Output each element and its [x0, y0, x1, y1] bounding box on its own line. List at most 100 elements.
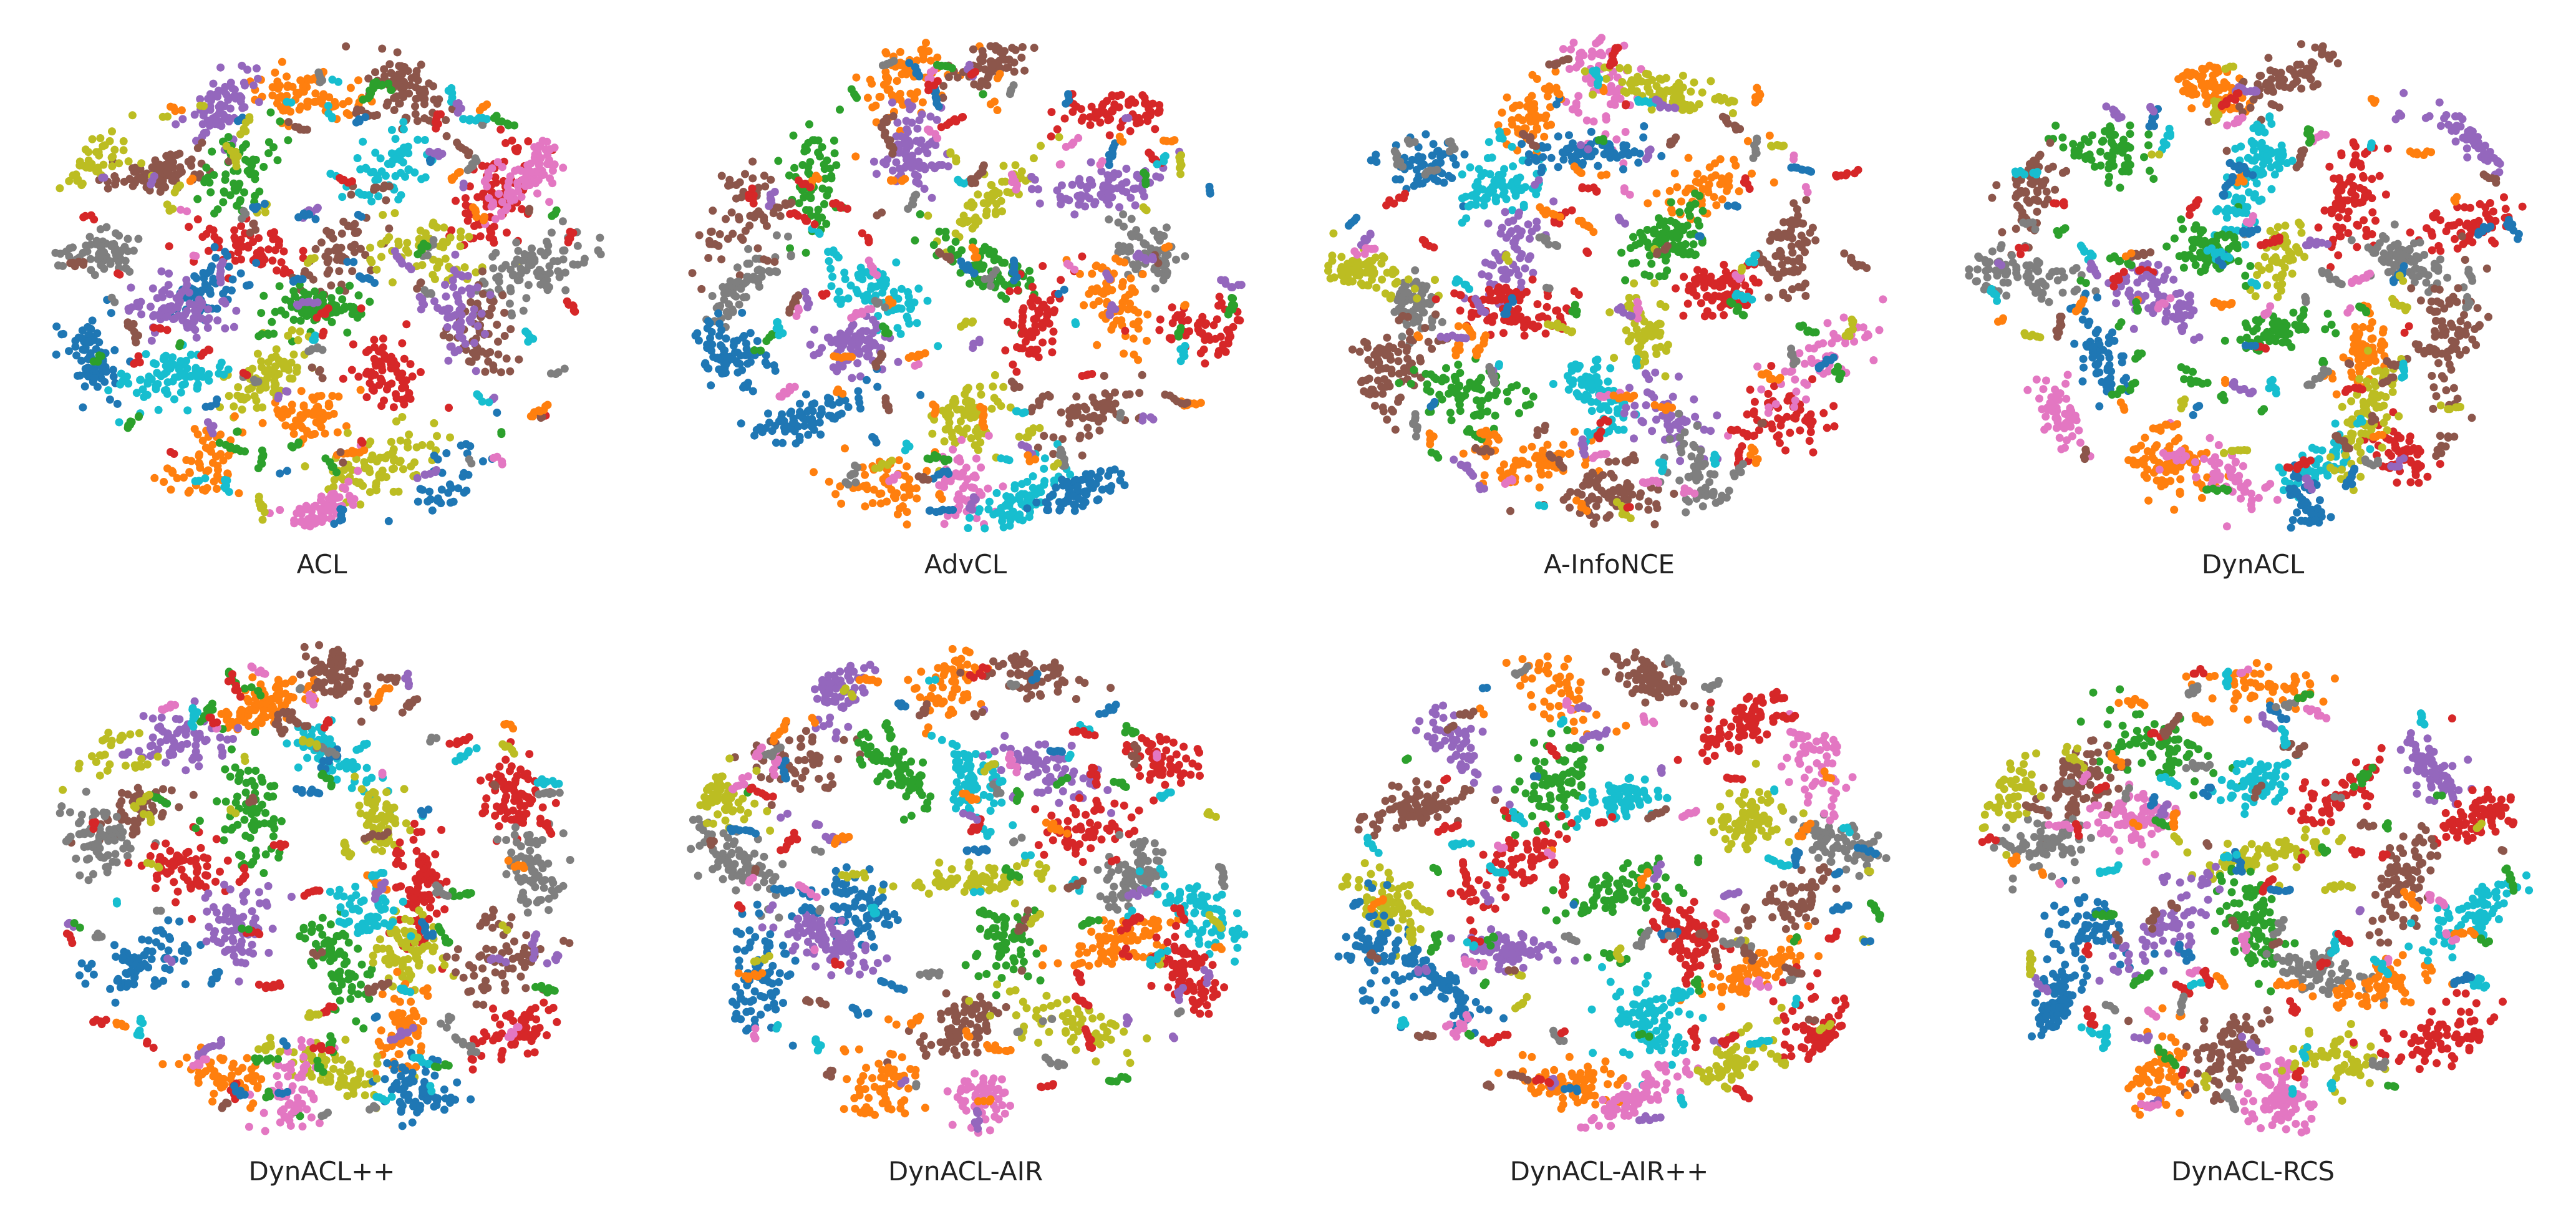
- data-point: [697, 284, 706, 293]
- data-point: [323, 270, 332, 278]
- data-point: [801, 288, 810, 296]
- data-point: [354, 210, 362, 219]
- data-point: [810, 220, 819, 229]
- data-point: [195, 452, 203, 460]
- data-point: [100, 377, 109, 386]
- data-point: [1632, 87, 1641, 95]
- data-point: [935, 491, 944, 500]
- data-point: [1002, 492, 1011, 500]
- data-point: [79, 403, 87, 412]
- data-point: [264, 245, 273, 254]
- data-point: [1105, 392, 1114, 401]
- data-point: [221, 175, 230, 184]
- data-point: [111, 180, 120, 189]
- data-point: [515, 355, 523, 364]
- data-point: [236, 235, 245, 244]
- data-point: [868, 499, 877, 507]
- data-point: [198, 233, 207, 241]
- class-cluster: [702, 231, 795, 331]
- data-point: [858, 309, 867, 318]
- data-point: [426, 442, 435, 450]
- data-point: [785, 171, 793, 180]
- data-point: [935, 248, 943, 256]
- data-point: [448, 276, 457, 284]
- class-cluster: [939, 42, 1039, 102]
- data-point: [879, 158, 888, 167]
- data-point: [889, 57, 898, 66]
- data-point: [289, 316, 298, 324]
- data-point: [456, 242, 465, 251]
- data-point: [417, 61, 425, 69]
- data-point: [236, 97, 245, 106]
- data-point: [1071, 318, 1080, 327]
- data-point: [1023, 504, 1032, 513]
- data-point: [1070, 210, 1079, 219]
- data-point: [304, 409, 312, 417]
- data-point: [1048, 348, 1057, 357]
- data-point: [1115, 241, 1123, 250]
- data-point: [192, 333, 201, 342]
- data-point: [949, 505, 957, 514]
- data-point: [220, 371, 228, 379]
- data-point: [853, 463, 862, 472]
- data-point: [201, 444, 210, 452]
- data-point: [1001, 346, 1010, 355]
- data-point: [198, 138, 206, 147]
- data-point: [258, 419, 267, 427]
- data-point: [201, 474, 210, 483]
- data-point: [397, 90, 406, 99]
- data-point: [172, 120, 180, 129]
- data-point: [544, 241, 553, 250]
- data-point: [525, 205, 534, 213]
- data-point: [465, 233, 473, 241]
- data-point: [1120, 349, 1128, 358]
- data-point: [238, 405, 246, 414]
- data-point: [953, 73, 962, 82]
- data-point: [1092, 108, 1101, 117]
- data-point: [1015, 432, 1024, 441]
- data-point: [258, 403, 267, 412]
- data-point: [205, 346, 214, 354]
- data-point: [1503, 127, 1511, 136]
- data-point: [316, 420, 324, 429]
- data-point: [1078, 451, 1087, 460]
- data-point: [1088, 370, 1097, 378]
- data-point: [1085, 176, 1094, 184]
- data-point: [986, 281, 995, 290]
- data-point: [150, 323, 158, 332]
- data-point: [872, 170, 881, 178]
- data-point: [734, 368, 742, 377]
- data-point: [1595, 36, 1604, 45]
- data-point: [261, 379, 269, 388]
- data-point: [424, 497, 432, 506]
- data-point: [372, 361, 380, 370]
- data-point: [760, 172, 768, 180]
- data-point: [1009, 495, 1017, 504]
- data-point: [1089, 301, 1098, 309]
- data-point: [1508, 116, 1516, 125]
- data-point: [506, 284, 515, 293]
- data-point: [203, 483, 211, 492]
- data-point: [959, 429, 967, 438]
- data-point: [722, 308, 731, 316]
- data-point: [1004, 63, 1012, 72]
- data-point: [222, 142, 231, 150]
- data-point: [882, 49, 891, 58]
- data-point: [835, 398, 843, 407]
- data-point: [1547, 120, 1556, 129]
- data-point: [219, 289, 228, 298]
- data-point: [253, 202, 262, 211]
- data-point: [991, 187, 1000, 195]
- data-point: [1132, 252, 1141, 261]
- data-point: [124, 157, 133, 166]
- data-point: [722, 334, 730, 343]
- data-point: [971, 67, 980, 76]
- data-point: [914, 360, 923, 369]
- data-point: [903, 155, 911, 164]
- data-point: [349, 258, 358, 266]
- data-point: [927, 193, 936, 202]
- data-point: [579, 258, 588, 267]
- data-point: [545, 262, 554, 271]
- data-point: [894, 357, 903, 366]
- data-point: [848, 374, 856, 382]
